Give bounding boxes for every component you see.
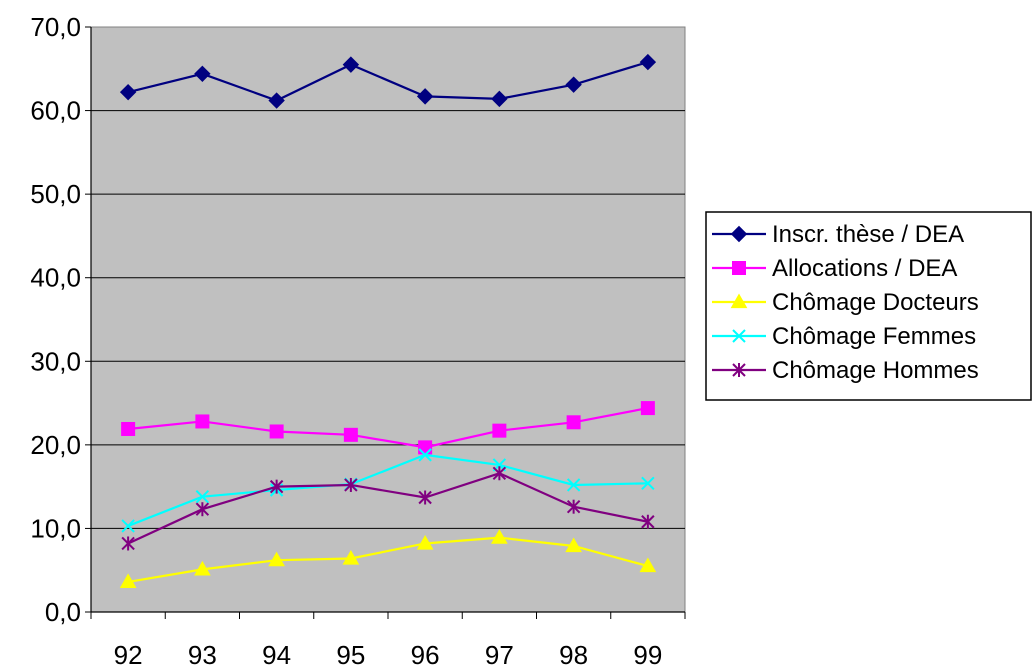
legend-label: Chômage Docteurs xyxy=(772,289,979,316)
series-line xyxy=(127,536,649,583)
data-point xyxy=(566,499,581,514)
gridlines xyxy=(91,110,685,529)
data-point xyxy=(121,421,136,436)
data-point xyxy=(640,401,655,416)
legend-marker xyxy=(732,261,746,275)
data-point xyxy=(566,415,581,430)
plot-area xyxy=(90,26,686,613)
legend-item-1: Allocations / DEA xyxy=(712,255,957,282)
legend-label: Inscr. thèse / DEA xyxy=(772,221,964,248)
data-point xyxy=(492,423,507,438)
data-point xyxy=(194,560,211,576)
data-point xyxy=(119,83,137,101)
data-point xyxy=(641,476,655,491)
x-tick-label: 98 xyxy=(559,640,588,669)
x-tick-label: 96 xyxy=(411,640,440,669)
legend-marker xyxy=(730,293,748,309)
data-point xyxy=(269,424,284,439)
data-point xyxy=(344,477,358,492)
y-tick-label: 0,0 xyxy=(45,597,81,627)
y-axis-tick-labels: 0,0 10,0 20,0 30,0 40,0 50,0 60,0 70,0 xyxy=(30,12,81,627)
legend-label: Allocations / DEA xyxy=(772,255,957,282)
legend-marker xyxy=(730,225,748,243)
data-point xyxy=(119,573,137,589)
legend-item-4: Chômage Hommes xyxy=(712,357,979,384)
data-point xyxy=(641,514,655,529)
data-point xyxy=(639,53,657,71)
data-point xyxy=(195,502,210,517)
data-point xyxy=(343,427,358,442)
marker-stroke xyxy=(418,448,432,462)
legend-item-2: Chômage Docteurs xyxy=(712,289,979,316)
data-point xyxy=(121,536,135,551)
data-point xyxy=(416,88,434,105)
y-tick-label: 60,0 xyxy=(30,96,81,126)
y-tick-label: 50,0 xyxy=(30,179,81,209)
data-point xyxy=(418,490,432,505)
legend-marker xyxy=(732,329,746,343)
marker-stroke xyxy=(566,478,581,492)
data-point xyxy=(268,92,285,109)
data-point xyxy=(194,65,211,83)
data-point xyxy=(195,414,210,429)
series-line xyxy=(127,61,649,102)
x-tick-label: 92 xyxy=(114,640,143,669)
marker-stroke xyxy=(641,476,655,491)
data-point xyxy=(565,537,582,553)
x-tick-label: 94 xyxy=(262,640,291,669)
data-point xyxy=(269,479,284,494)
x-axis-tick-labels: 92 93 94 95 96 97 98 99 xyxy=(114,640,663,669)
data-point xyxy=(195,489,210,504)
data-point xyxy=(491,90,508,108)
data-point xyxy=(418,440,433,455)
series-line xyxy=(128,407,649,449)
series-layer xyxy=(119,53,657,589)
x-tick-label: 97 xyxy=(485,640,514,669)
y-tick-label: 30,0 xyxy=(30,346,81,376)
data-point xyxy=(342,550,360,565)
data-point xyxy=(342,56,360,73)
marker-stroke xyxy=(732,329,746,343)
legend-item-3: Chômage Femmes xyxy=(712,323,976,350)
legend-marker xyxy=(732,363,746,377)
x-tick-label: 95 xyxy=(336,640,365,669)
legend-item-0: Inscr. thèse / DEA xyxy=(712,221,964,248)
data-point xyxy=(492,466,507,481)
legend-label: Chômage Hommes xyxy=(772,357,979,384)
legend-label: Chômage Femmes xyxy=(772,323,976,350)
data-point xyxy=(121,519,135,533)
legend-box xyxy=(705,211,1032,401)
data-point xyxy=(268,551,285,567)
data-point xyxy=(566,478,581,492)
series-2 xyxy=(119,529,657,589)
y-tick-label: 70,0 xyxy=(30,12,81,42)
y-tick-label: 40,0 xyxy=(30,263,81,293)
series-line xyxy=(127,472,649,545)
series-0 xyxy=(119,53,657,109)
series-4 xyxy=(121,466,655,551)
series-1 xyxy=(121,401,655,455)
y-tick-label: 10,0 xyxy=(30,513,81,543)
marker-stroke xyxy=(121,519,135,533)
data-point xyxy=(639,557,657,573)
legend: Inscr. thèse / DEA Allocations / DEA Chôma… xyxy=(705,211,1032,401)
x-tick-label: 93 xyxy=(188,640,217,669)
marker-stroke xyxy=(195,489,210,504)
axes xyxy=(85,26,686,619)
data-point xyxy=(416,534,434,550)
data-point xyxy=(491,529,508,544)
x-tick-label: 99 xyxy=(633,640,662,669)
y-tick-label: 20,0 xyxy=(30,430,81,460)
data-point xyxy=(418,448,432,462)
series-line xyxy=(127,453,648,527)
data-point xyxy=(565,76,582,93)
